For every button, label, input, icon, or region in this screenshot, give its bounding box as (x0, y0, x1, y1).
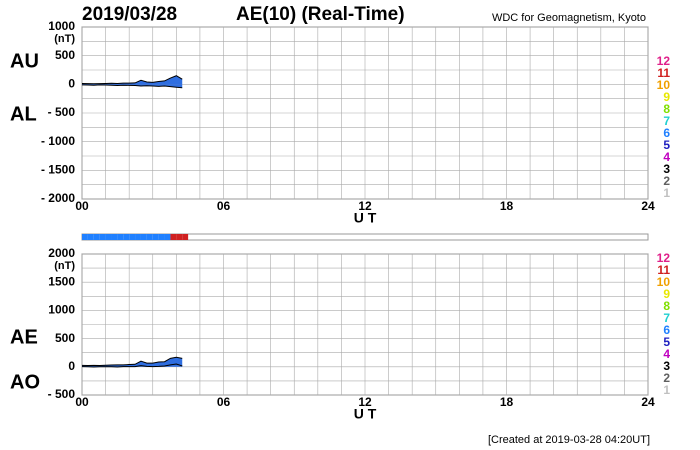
y-tick-label: 1000 (48, 303, 75, 317)
series-label: AU (10, 50, 39, 72)
station-legend: 3 (663, 359, 670, 373)
coverage-segment (82, 234, 88, 240)
coverage-segment (129, 234, 136, 240)
x-tick-label: 06 (217, 395, 231, 409)
x-axis-label: U T (354, 210, 377, 226)
series-label: AL (10, 103, 37, 125)
x-tick-label: 00 (75, 199, 89, 213)
series-line (81, 84, 183, 89)
y-tick-label: - 500 (48, 105, 76, 119)
unit-label: (nT) (54, 260, 75, 272)
station-legend: 8 (663, 299, 670, 313)
coverage-segment (123, 234, 130, 240)
station-legend: 11 (657, 66, 670, 80)
station-legend: 6 (663, 323, 670, 337)
y-tick-label: 0 (68, 77, 75, 91)
series-label: AO (10, 371, 40, 393)
y-tick-label: - 2000 (41, 191, 75, 205)
coverage-segment (140, 234, 147, 240)
x-axis-label: U T (354, 406, 377, 422)
station-legend: 9 (663, 287, 670, 301)
station-legend: 3 (663, 162, 670, 176)
station-legend: 2 (663, 174, 670, 188)
series-label: AE (10, 326, 38, 348)
x-tick-label: 24 (641, 395, 655, 409)
x-tick-label: 24 (641, 199, 655, 213)
coverage-segment (117, 234, 124, 240)
series-line (81, 75, 183, 85)
station-legend: 5 (663, 335, 670, 349)
coverage-segment (152, 234, 159, 240)
station-legend: 9 (663, 90, 670, 104)
station-legend: 7 (663, 311, 670, 325)
station-legend: 7 (663, 114, 670, 128)
station-legend: 5 (663, 138, 670, 152)
station-legend: 12 (657, 54, 671, 68)
x-tick-label: 12 (358, 395, 372, 409)
station-legend: 10 (657, 275, 671, 289)
series-area (82, 84, 183, 88)
coverage-segment (164, 234, 171, 240)
y-tick-label: - 1500 (41, 163, 75, 177)
y-tick-label: 1000 (48, 19, 75, 33)
coverage-segment (111, 234, 118, 240)
series-line (81, 363, 183, 368)
coverage-segment (105, 234, 112, 240)
coverage-segment (170, 234, 177, 240)
x-tick-label: 00 (75, 395, 89, 409)
coverage-segment (176, 234, 183, 240)
station-legend: 2 (663, 371, 670, 385)
station-legend: 4 (663, 150, 670, 164)
coverage-segment (99, 234, 106, 240)
coverage-segment (87, 234, 94, 240)
x-tick-label: 12 (358, 199, 372, 213)
station-legend: 12 (657, 251, 671, 265)
date: 2019/03/28 (82, 4, 177, 25)
series-area (82, 357, 183, 367)
coverage-segment (93, 234, 100, 240)
coverage-segment (182, 234, 189, 240)
station-legend: 8 (663, 102, 670, 116)
title: AE(10) (Real-Time) (236, 4, 405, 25)
source: WDC for Geomagnetism, Kyoto (492, 12, 646, 24)
coverage-segment (135, 234, 141, 240)
station-legend: 4 (663, 347, 670, 361)
y-tick-label: - 500 (48, 387, 76, 401)
y-tick-label: 500 (55, 331, 75, 345)
y-tick-label: 0 (68, 359, 75, 373)
station-legend: 6 (663, 126, 670, 140)
created: [Created at 2019-03-28 04:20UT] (488, 434, 650, 446)
station-legend: 10 (657, 78, 671, 92)
y-tick-label: 500 (55, 48, 75, 62)
x-tick-label: 18 (500, 395, 514, 409)
x-tick-label: 06 (217, 199, 231, 213)
y-tick-label: 2000 (48, 246, 75, 260)
x-tick-label: 18 (500, 199, 514, 213)
coverage-segment (146, 234, 153, 240)
station-legend: 11 (657, 263, 670, 277)
y-tick-label: - 1000 (41, 134, 75, 148)
coverage-segment (158, 234, 165, 240)
station-legend: 1 (663, 186, 670, 200)
y-tick-label: 1500 (48, 274, 75, 288)
unit-label: (nT) (54, 33, 75, 45)
station-legend: 1 (663, 383, 670, 397)
series-line (81, 356, 183, 367)
